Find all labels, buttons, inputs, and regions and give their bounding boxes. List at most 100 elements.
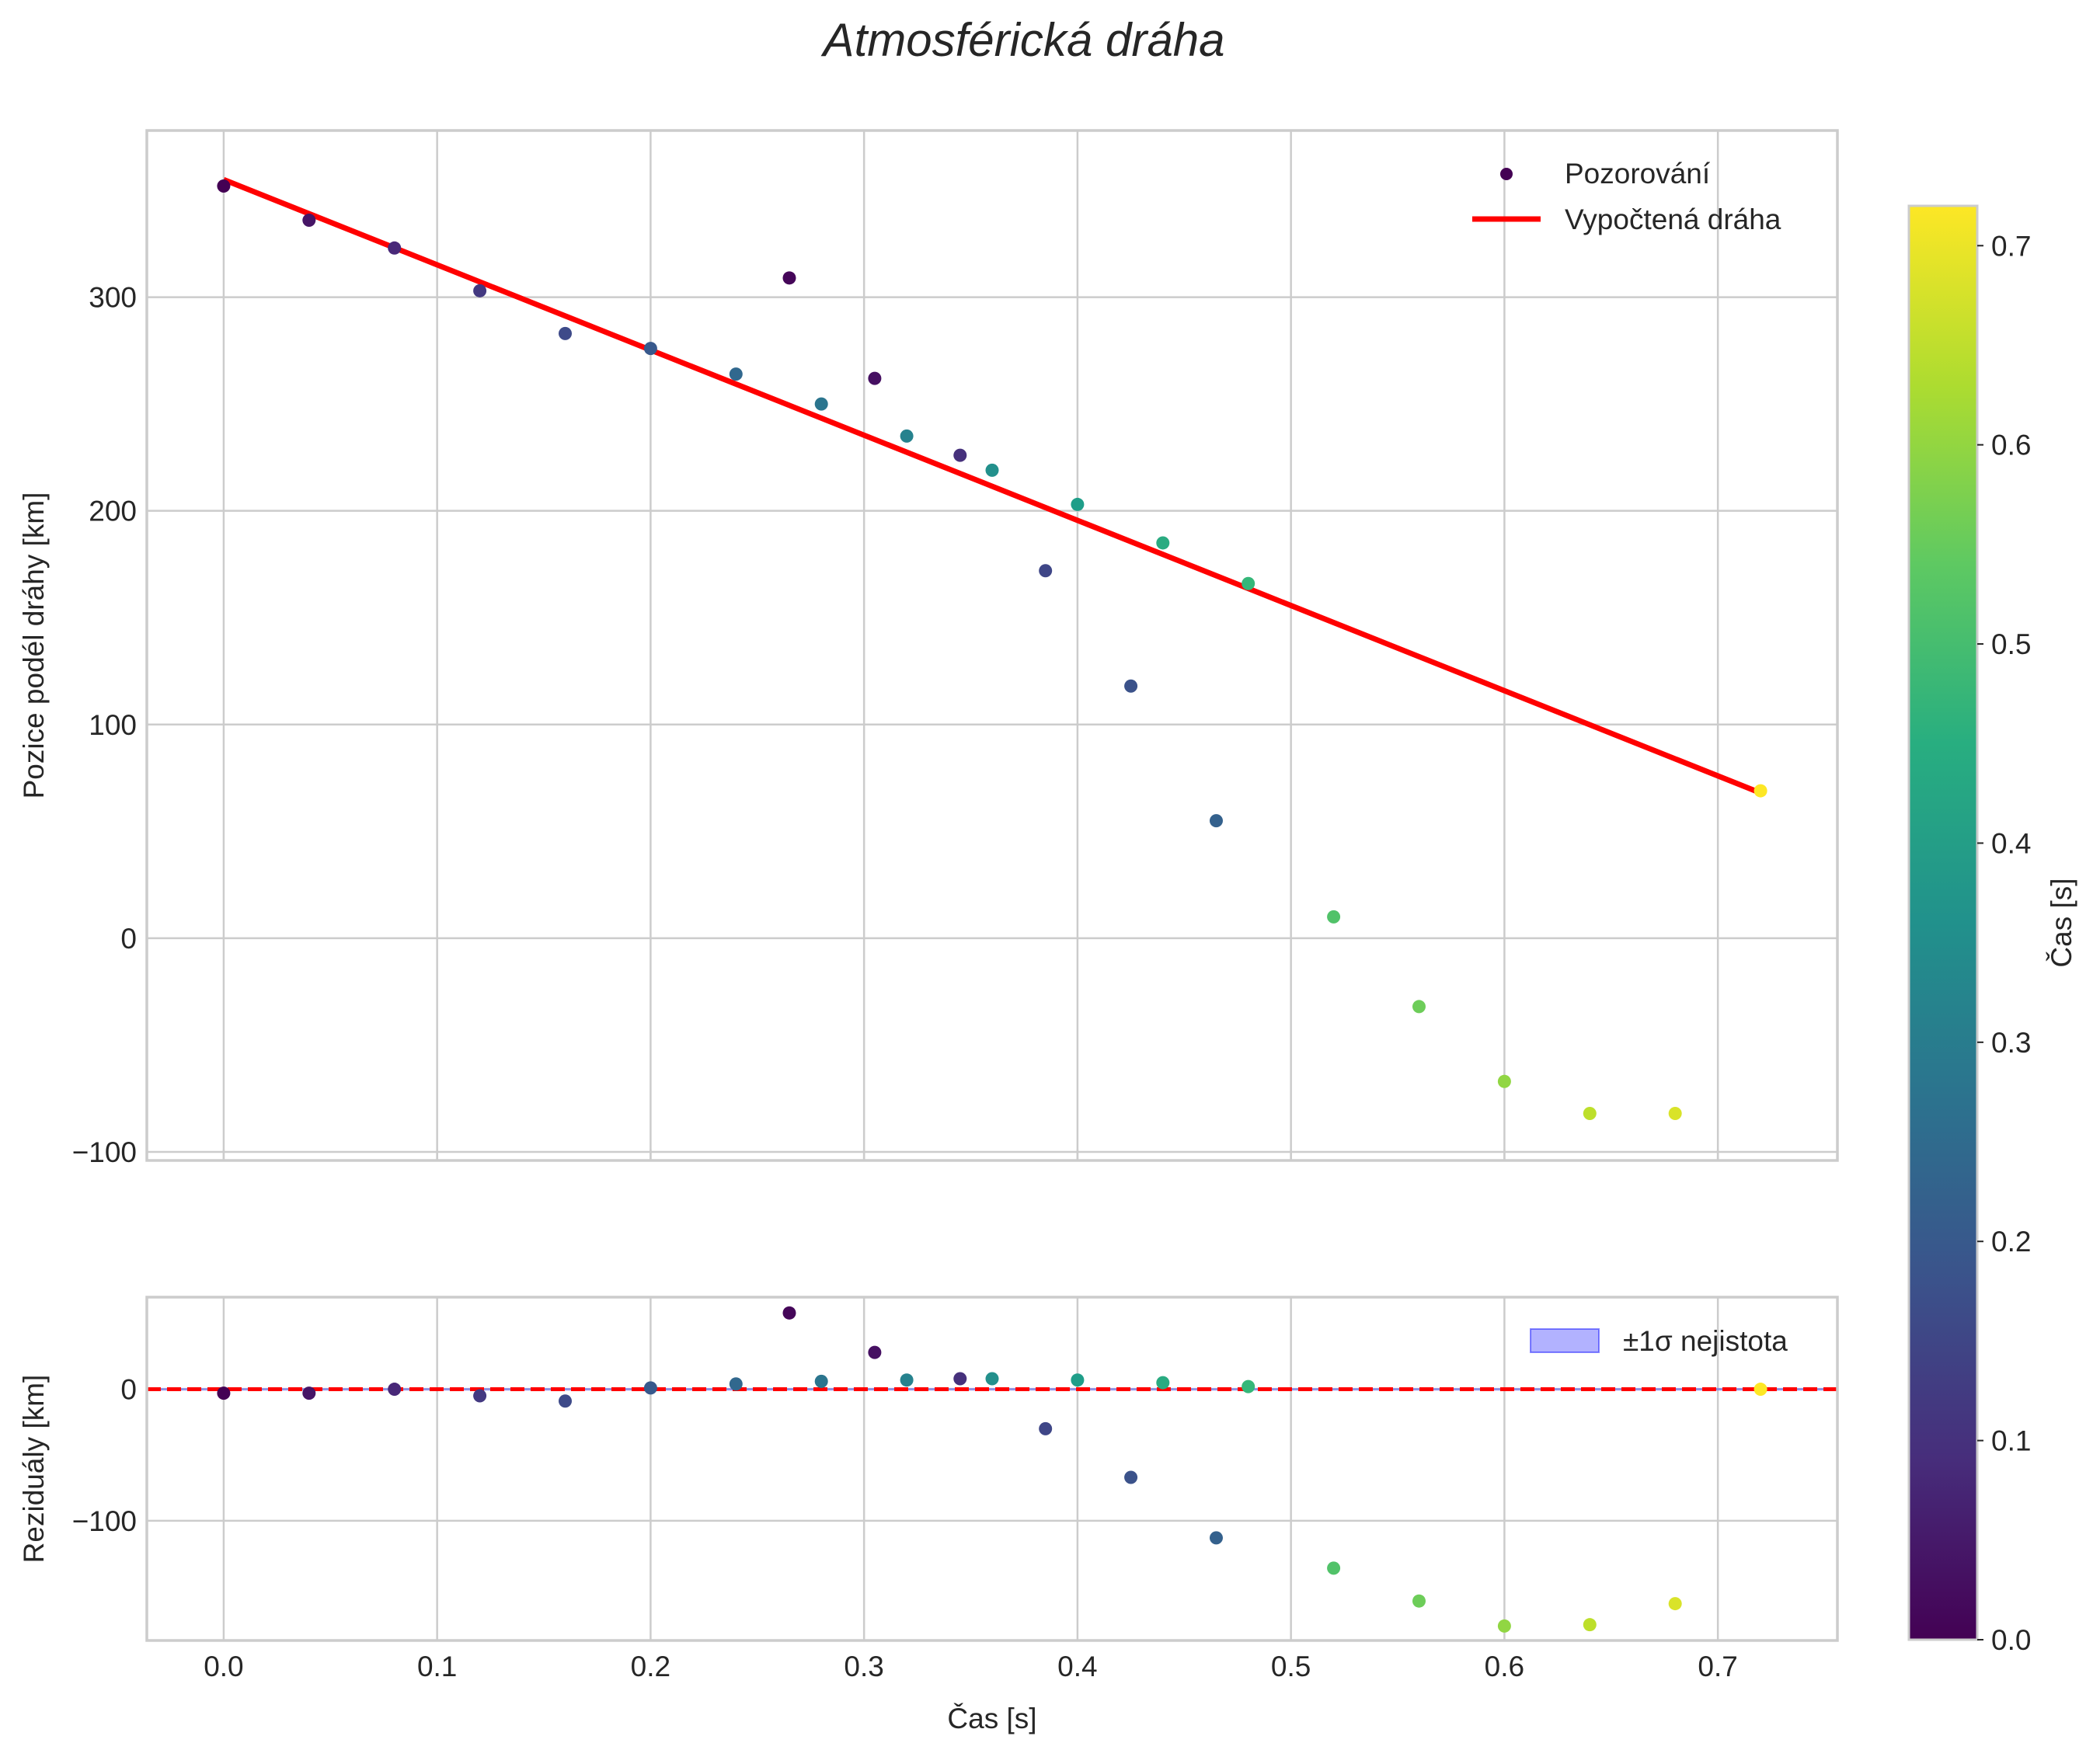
fit-line-layer <box>222 177 1762 796</box>
observation-point-16 <box>1156 536 1170 550</box>
observation-point-18 <box>1242 576 1255 590</box>
colorbar-tick-labels: 0.0 0.1 0.2 0.3 0.4 0.5 0.6 0.7 <box>1977 230 2031 1656</box>
colorbar-tick-label: 0.5 <box>1991 628 2031 660</box>
residual-y-axis-label: Reziduály [km] <box>18 1375 50 1564</box>
residual-grid <box>147 1297 1837 1640</box>
colorbar-tick-label: 0.3 <box>1991 1027 2031 1059</box>
res-x-tick-label: 0.2 <box>631 1651 670 1682</box>
observation-point-19 <box>1327 910 1341 924</box>
observation-point-9 <box>868 371 882 385</box>
residual-point-2 <box>388 1383 402 1397</box>
residual-point-18 <box>1242 1379 1255 1393</box>
main-y-tick-label: 0 <box>120 923 137 955</box>
main-y-tick-labels: −100 0 100 200 300 <box>72 282 137 1168</box>
res-x-tick-label: 0.6 <box>1485 1651 1524 1682</box>
colorbar-tick-label: 0.4 <box>1991 827 2031 859</box>
observation-point-5 <box>643 342 657 356</box>
residual-point-15 <box>1124 1470 1138 1484</box>
res-x-tick-label: 0.7 <box>1698 1651 1737 1682</box>
observation-point-1 <box>302 214 316 228</box>
observation-point-12 <box>985 463 999 477</box>
observation-point-22 <box>1583 1106 1597 1120</box>
observation-point-8 <box>814 397 828 411</box>
residual-point-1 <box>302 1386 316 1400</box>
residual-point-11 <box>953 1372 967 1386</box>
observation-point-17 <box>1209 814 1223 828</box>
x-axis-label: Čas [s] <box>947 1703 1036 1734</box>
colorbar: 0.0 0.1 0.2 0.3 0.4 0.5 0.6 0.7 Čas [s] <box>1907 204 2077 1656</box>
observation-point-21 <box>1497 1074 1511 1088</box>
main-axes-frame <box>145 129 1839 1162</box>
residual-point-3 <box>473 1389 487 1403</box>
residual-point-21 <box>1497 1619 1511 1633</box>
main-y-tick-label: −100 <box>72 1136 137 1168</box>
res-x-tick-label: 0.5 <box>1271 1651 1311 1682</box>
residual-point-17 <box>1209 1531 1223 1545</box>
residual-point-23 <box>1668 1597 1682 1611</box>
residual-legend: ±1σ nejistota <box>1530 1325 1788 1357</box>
observation-point-3 <box>473 284 487 297</box>
res-x-tick-label: 0.4 <box>1057 1651 1097 1682</box>
colorbar-tick-label: 0.2 <box>1991 1226 2031 1258</box>
main-legend: Pozorování Vypočtená dráha <box>1472 158 1781 235</box>
observation-point-13 <box>1039 564 1053 578</box>
observation-point-11 <box>953 448 967 462</box>
observation-points <box>217 179 1767 1120</box>
main-grid <box>147 130 1837 1160</box>
main-y-tick-label: 300 <box>89 282 137 314</box>
residual-axes-frame <box>145 1296 1839 1642</box>
observation-point-23 <box>1668 1106 1682 1120</box>
observation-point-7 <box>782 271 796 285</box>
residual-point-24 <box>1753 1383 1767 1397</box>
observation-point-2 <box>388 241 402 255</box>
observation-point-10 <box>900 429 914 443</box>
residual-point-19 <box>1327 1561 1341 1575</box>
residual-axes: −100 0 0.0 0.1 0.2 0.3 0.4 0.5 0.6 0.7 Reziduály… <box>18 1296 1839 1734</box>
observation-point-24 <box>1753 784 1767 798</box>
res-x-tick-label: 0.1 <box>417 1651 457 1682</box>
colorbar-label: Čas [s] <box>2046 878 2077 967</box>
fit-line <box>222 177 1762 796</box>
residual-point-14 <box>1071 1373 1085 1387</box>
observation-point-4 <box>559 326 573 340</box>
main-y-axis-label: Pozice podél dráhy [km] <box>18 492 50 799</box>
residual-point-6 <box>729 1377 743 1391</box>
residual-point-16 <box>1156 1376 1170 1390</box>
residual-point-20 <box>1412 1594 1426 1608</box>
residual-point-13 <box>1039 1421 1053 1435</box>
legend-label-fit-line: Vypočtená dráha <box>1565 204 1781 235</box>
colorbar-tick-label: 0.0 <box>1991 1624 2031 1656</box>
main-x-tick-marks <box>222 1150 1719 1160</box>
main-y-tick-label: 100 <box>89 709 137 741</box>
res-y-tick-label: −100 <box>72 1505 137 1537</box>
residual-point-4 <box>559 1394 573 1408</box>
residual-point-5 <box>643 1381 657 1395</box>
residual-point-22 <box>1583 1618 1597 1632</box>
legend-label-observations: Pozorování <box>1565 158 1711 190</box>
colorbar-tick-label: 0.1 <box>1991 1425 2031 1457</box>
uncertainty-band-layer <box>147 1387 1837 1391</box>
residual-point-10 <box>900 1373 914 1387</box>
residual-point-9 <box>868 1345 882 1359</box>
legend-marker-observations <box>1500 168 1513 180</box>
residual-point-7 <box>782 1306 796 1320</box>
observation-point-20 <box>1412 1000 1426 1014</box>
legend-label-uncertainty: ±1σ nejistota <box>1623 1325 1788 1357</box>
observation-point-0 <box>217 179 231 193</box>
residual-point-8 <box>814 1374 828 1388</box>
residual-y-tick-labels: −100 0 <box>72 1374 137 1537</box>
main-y-tick-label: 200 <box>89 496 137 527</box>
residual-point-0 <box>217 1386 231 1400</box>
observation-point-14 <box>1071 497 1085 511</box>
observation-point-15 <box>1124 679 1138 693</box>
res-x-tick-label: 0.3 <box>844 1651 883 1682</box>
uncertainty-band <box>147 1387 1837 1391</box>
observation-point-6 <box>729 367 743 381</box>
res-y-tick-label: 0 <box>120 1374 137 1406</box>
residual-x-tick-labels: 0.0 0.1 0.2 0.3 0.4 0.5 0.6 0.7 <box>204 1651 1738 1682</box>
legend-marker-uncertainty <box>1530 1328 1600 1353</box>
residual-point-12 <box>985 1372 999 1386</box>
colorbar-tick-label: 0.6 <box>1991 430 2031 461</box>
main-axes: −100 0 100 200 300 Pozice podél dráhy [km] P… <box>18 129 1839 1168</box>
